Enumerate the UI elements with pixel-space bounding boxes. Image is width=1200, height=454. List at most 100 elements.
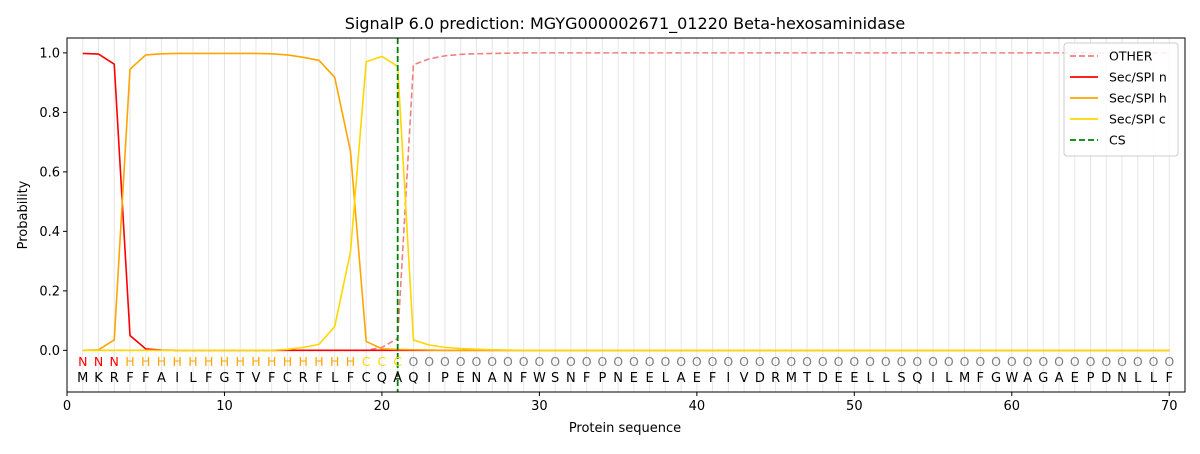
residue-label: C <box>283 371 292 386</box>
residue-label: A <box>488 371 497 386</box>
residue-label: Q <box>912 371 922 386</box>
region-label: O <box>660 354 670 369</box>
residue-label: G <box>991 371 1001 386</box>
residue-label: A <box>393 371 402 386</box>
region-label: O <box>912 354 922 369</box>
legend-label: CS <box>1109 133 1126 148</box>
region-label: O <box>928 354 938 369</box>
region-label: O <box>897 354 907 369</box>
residue-label: L <box>189 371 197 386</box>
residue-label: C <box>362 371 371 386</box>
region-label: H <box>298 354 307 369</box>
region-label: H <box>173 354 182 369</box>
region-label: O <box>1054 354 1064 369</box>
region-label: O <box>519 354 529 369</box>
legend-label: Sec/SPI n <box>1109 70 1167 85</box>
x-tick-label: 40 <box>689 399 706 414</box>
region-label: H <box>236 354 245 369</box>
x-axis-label: Protein sequence <box>569 421 681 436</box>
region-label: O <box>1086 354 1096 369</box>
residue-label: N <box>613 371 623 386</box>
residue-label: A <box>677 371 686 386</box>
region-label: C <box>362 354 371 369</box>
region-label: O <box>645 354 655 369</box>
x-tick-label: 20 <box>374 399 391 414</box>
residue-label: L <box>1150 371 1158 386</box>
region-label: O <box>676 354 686 369</box>
residue-label: I <box>175 371 179 386</box>
region-label: O <box>471 354 481 369</box>
region-label: C <box>378 354 387 369</box>
region-label: H <box>125 354 134 369</box>
residue-label: R <box>299 371 308 386</box>
residue-label: F <box>520 371 527 386</box>
region-label: O <box>849 354 859 369</box>
residue-label: P <box>441 371 449 386</box>
residue-label: F <box>977 371 984 386</box>
region-label: O <box>1117 354 1127 369</box>
region-label: O <box>723 354 733 369</box>
region-label: N <box>110 354 119 369</box>
residue-label: I <box>726 371 730 386</box>
residue-label: E <box>457 371 465 386</box>
residue-label: V <box>252 371 261 386</box>
residue-label: S <box>897 371 905 386</box>
x-tick-label: 0 <box>63 399 71 414</box>
y-tick-label: 1.0 <box>39 46 60 61</box>
residue-label: F <box>126 371 133 386</box>
residue-label: R <box>771 371 780 386</box>
region-label: O <box>503 354 513 369</box>
residue-label: F <box>205 371 212 386</box>
region-label: O <box>708 354 718 369</box>
residue-label: L <box>945 371 953 386</box>
residue-label: L <box>331 371 339 386</box>
region-label: O <box>818 354 828 369</box>
region-label: O <box>991 354 1001 369</box>
region-label: N <box>94 354 103 369</box>
region-label: O <box>881 354 891 369</box>
y-tick-label: 0.8 <box>39 106 60 121</box>
residue-label: F <box>268 371 275 386</box>
residue-label: I <box>931 371 935 386</box>
region-label: O <box>550 354 560 369</box>
region-label: O <box>1101 354 1111 369</box>
residue-label: E <box>834 371 842 386</box>
legend-label: Sec/SPI c <box>1109 112 1166 127</box>
region-label: O <box>692 354 702 369</box>
plot-frame <box>66 37 1186 393</box>
residue-label: M <box>959 371 970 386</box>
residue-label: E <box>693 371 701 386</box>
residue-label: F <box>583 371 590 386</box>
residue-label: P <box>598 371 606 386</box>
region-label: O <box>1133 354 1143 369</box>
y-tick-label: 0.2 <box>39 284 60 299</box>
residue-label: R <box>110 371 119 386</box>
y-tick-label: 0.6 <box>39 165 60 180</box>
legend-label: OTHER <box>1109 49 1153 64</box>
residue-label: G <box>1038 371 1048 386</box>
y-tick-label: 0.0 <box>39 344 60 359</box>
region-label: H <box>141 354 150 369</box>
region-label: H <box>220 354 229 369</box>
region-label: H <box>251 354 260 369</box>
legend-label: Sec/SPI h <box>1109 91 1167 106</box>
residue-label: N <box>1117 371 1127 386</box>
residue-label: P <box>1087 371 1095 386</box>
residue-label: L <box>662 371 670 386</box>
residue-label: Q <box>408 371 418 386</box>
x-tick-label: 50 <box>846 399 863 414</box>
region-label: N <box>78 354 87 369</box>
residue-label: I <box>427 371 431 386</box>
region-label: O <box>1164 354 1174 369</box>
residue-label: K <box>94 371 103 386</box>
residue-label: F <box>347 371 354 386</box>
legend: OTHER Sec/SPI n Sec/SPI h Sec/SPI c CS <box>1063 42 1179 157</box>
residue-label: A <box>1055 371 1064 386</box>
region-label: O <box>1023 354 1033 369</box>
residue-label: F <box>709 371 716 386</box>
residue-label: D <box>818 371 828 386</box>
region-label: H <box>188 354 197 369</box>
residue-label: S <box>551 371 559 386</box>
